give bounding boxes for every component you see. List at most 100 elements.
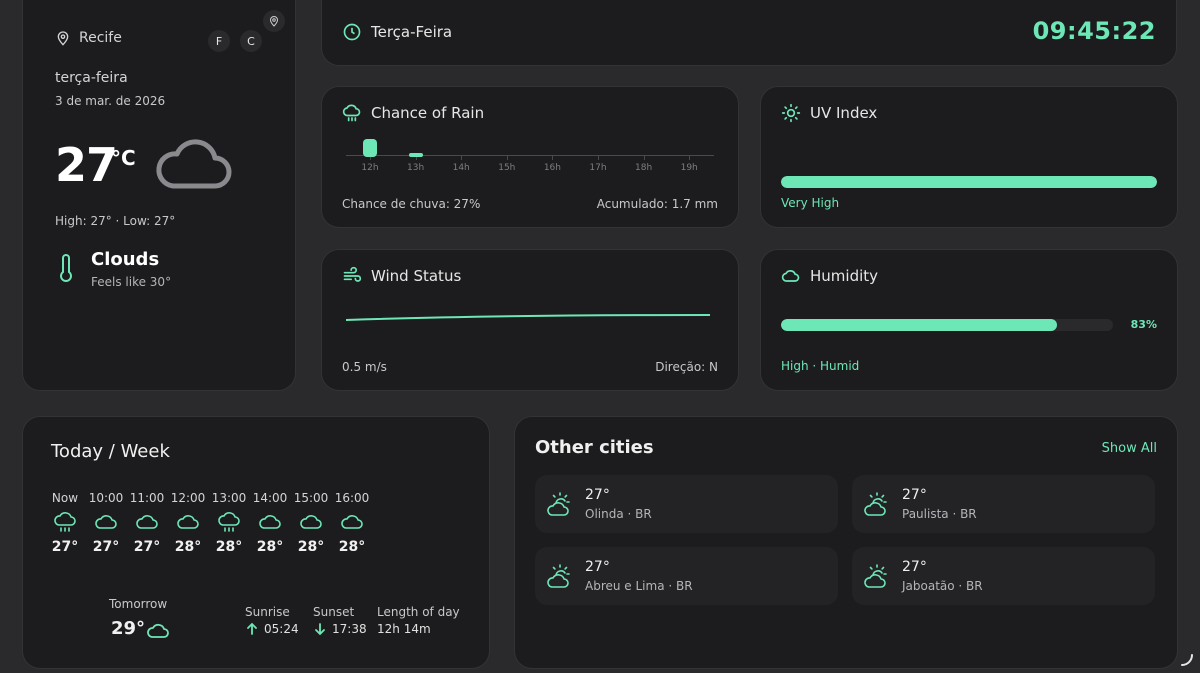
hour-item: 10:00 27° (86, 491, 126, 555)
wind-title: Wind Status (371, 267, 462, 285)
rain-tick (506, 155, 508, 160)
hour-item: Now 27° (45, 491, 85, 555)
hour-temperature: 28° (256, 539, 284, 555)
map-pin-icon (57, 31, 69, 46)
hour-temperature: 28° (174, 539, 202, 555)
sunrise-block: Sunrise 05:24 (245, 605, 299, 636)
cloud-icon (134, 511, 160, 533)
rain-cloud-icon (216, 511, 242, 533)
sunset-label: Sunset (313, 605, 355, 619)
hour-temperature: 28° (297, 539, 325, 555)
sunset-block: Sunset 17:38 (313, 605, 367, 636)
sunrise-time: 05:24 (264, 622, 299, 636)
day-length-value: 12h 14m (377, 622, 431, 636)
city-tile[interactable]: 27° Paulista · BR (852, 475, 1155, 533)
day-length-label: Length of day (377, 605, 460, 619)
wind-icon (343, 266, 362, 282)
city-temperature: 27° (585, 487, 610, 503)
cloud-icon (257, 511, 283, 533)
tomorrow-temperature: 29° (111, 618, 146, 639)
hour-temperature: 27° (51, 539, 79, 555)
wind-status-card: Wind Status 0.5 m/s Direção: N (321, 249, 739, 391)
rain-chance-text: Chance de chuva: 27% (342, 197, 481, 211)
uv-title-row: UV Index (781, 103, 877, 123)
uv-level-label: Very High (781, 196, 840, 210)
humidity-bar-fill (781, 319, 1057, 331)
sun-icon (781, 103, 801, 123)
rain-tick-label: 13h (407, 163, 425, 173)
hour-temperature: 27° (92, 539, 120, 555)
rain-bar (408, 153, 423, 157)
resize-handle-icon[interactable] (1180, 653, 1194, 667)
rain-tick (689, 155, 691, 160)
date-label: 3 de mar. de 2026 (55, 94, 166, 108)
hour-item: 14:00 28° (250, 491, 290, 555)
rain-tick-label: 19h (680, 163, 698, 173)
rain-tick-label: 16h (543, 163, 561, 173)
tomorrow-label: Tomorrow (109, 597, 168, 611)
partly-cloudy-icon (545, 561, 575, 591)
arrow-down-icon (315, 623, 325, 636)
humidity-title-row: Humidity (781, 266, 878, 286)
weekday-title: Terça-Feira (371, 23, 453, 41)
chance-of-rain-card: Chance of Rain Chance de chuva: 27% Acum… (321, 86, 739, 228)
rain-tick-label: 14h (452, 163, 470, 173)
celsius-button[interactable]: C (240, 30, 262, 52)
cloud-icon (781, 270, 800, 282)
location-row: Recife (55, 30, 122, 46)
partly-cloudy-icon (862, 561, 892, 591)
show-all-link[interactable]: Show All (1101, 441, 1157, 456)
city-name: Jaboatão · BR (902, 579, 983, 593)
cloud-icon (153, 132, 233, 192)
location-pin-button[interactable] (263, 10, 285, 32)
wind-line (346, 314, 711, 321)
map-pin-icon (269, 16, 279, 27)
weekday-label: terça-feira (55, 70, 128, 86)
hour-time: 14:00 (252, 491, 288, 505)
hour-time: Now (51, 491, 79, 505)
hour-time: 10:00 (88, 491, 124, 505)
sunset-row: 17:38 (313, 622, 367, 636)
rain-cloud-icon (52, 511, 78, 533)
cloud-icon (146, 620, 170, 640)
hour-time: 15:00 (293, 491, 329, 505)
hour-item: 11:00 27° (127, 491, 167, 555)
hour-time: 11:00 (129, 491, 165, 505)
fahrenheit-button[interactable]: F (208, 30, 230, 52)
hour-item: 13:00 28° (209, 491, 249, 555)
rain-tick (552, 155, 554, 160)
humidity-title: Humidity (810, 267, 879, 285)
city-tile[interactable]: 27° Olinda · BR (535, 475, 838, 533)
feels-like-label: Feels like 30° (91, 275, 172, 289)
hour-item: 15:00 28° (291, 491, 331, 555)
hour-item: 16:00 28° (332, 491, 372, 555)
rain-tick (415, 155, 417, 160)
sunrise-label: Sunrise (245, 605, 290, 619)
city-temperature: 27° (902, 487, 927, 503)
rain-tick-label: 15h (498, 163, 516, 173)
cloud-icon (298, 511, 324, 533)
week-title: Today / Week (51, 441, 170, 462)
partly-cloudy-icon (862, 489, 892, 519)
digital-clock: 09:45:22 (1032, 17, 1156, 45)
sunset-time: 17:38 (332, 622, 367, 636)
hour-temperature: 28° (215, 539, 243, 555)
city-name: Paulista · BR (902, 507, 977, 521)
city-name: Recife (79, 30, 122, 46)
city-tile[interactable]: 27° Abreu e Lima · BR (535, 547, 838, 605)
condition-label: Clouds (91, 249, 160, 270)
rain-bar (363, 139, 377, 157)
wind-title-row: Wind Status (342, 266, 461, 286)
uv-bar (781, 176, 1157, 188)
wind-speed: 0.5 m/s (342, 360, 387, 374)
rain-tick (461, 155, 463, 160)
city-tile[interactable]: 27° Jaboatão · BR (852, 547, 1155, 605)
cloud-icon (339, 511, 365, 533)
hour-time: 13:00 (211, 491, 247, 505)
city-name: Abreu e Lima · BR (585, 579, 693, 593)
rain-tick-label: 18h (635, 163, 653, 173)
cloud-icon (93, 511, 119, 533)
clock-icon (343, 23, 361, 41)
temperature-unit: °C (111, 146, 136, 170)
cloud-icon (175, 511, 201, 533)
